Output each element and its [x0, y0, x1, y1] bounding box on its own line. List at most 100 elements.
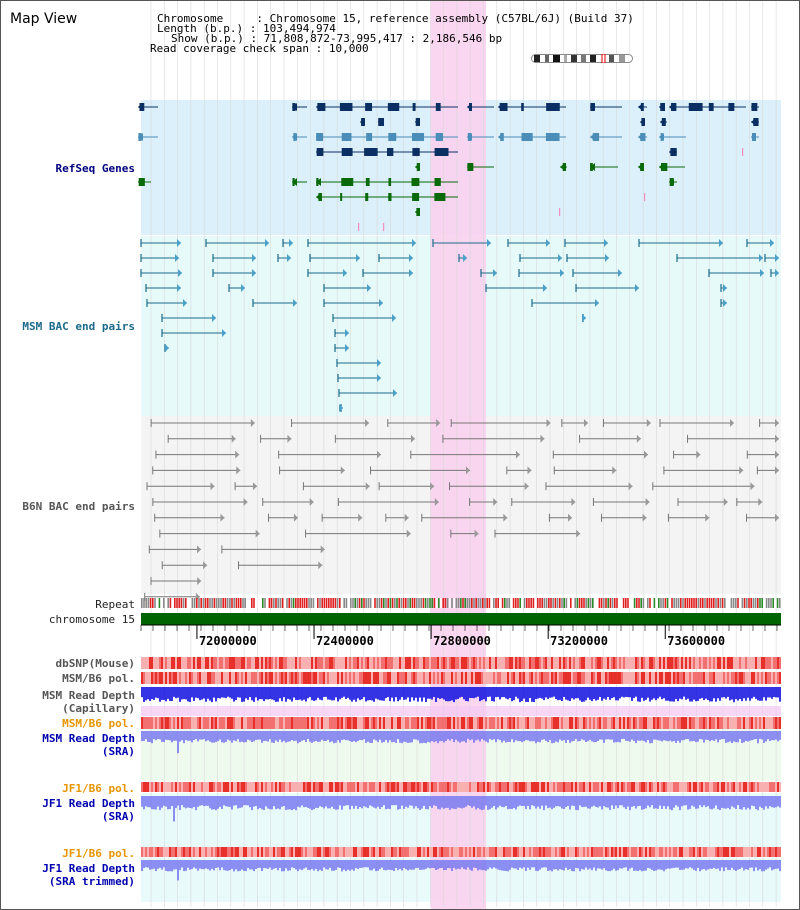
msm-b6-pol-2-bin [285, 717, 287, 729]
track-label-dbsnp[interactable]: dbSNP(Mouse) [55, 657, 135, 670]
jf1-trimmed-depth-bin [523, 860, 525, 868]
gene-strand-arrow [292, 133, 297, 141]
repeat-element [561, 598, 563, 608]
jf1-trimmed-depth-bin [229, 860, 231, 871]
jf1-b6-pol-2-bin [309, 847, 311, 857]
msm-b6-pol-bin [691, 672, 693, 684]
jf1-sra-depth-bin [617, 796, 619, 809]
msm-capillary-depth-bin [217, 687, 219, 699]
jf1-b6-pol-bin [391, 782, 393, 792]
repeat-element [666, 598, 669, 608]
msm-b6-pol-2-bin [287, 717, 289, 729]
jf1-b6-pol-2-bin [607, 847, 609, 857]
jf1-sra-depth-bin [149, 796, 151, 808]
track-label-refseq[interactable]: RefSeq Genes [55, 162, 135, 175]
msm-b6-pol-bin [527, 672, 529, 684]
dbsnp-bin [601, 657, 603, 669]
msm-capillary-depth-lower-bin [463, 706, 465, 716]
msm-b6-pol-bin [627, 672, 629, 684]
jf1-trimmed-depth-bin [329, 860, 331, 868]
msm-capillary-depth-lower-bin [577, 706, 579, 716]
msm-capillary-depth-lower-bin [431, 706, 433, 716]
dbsnp-bin [685, 657, 687, 669]
msm-b6-pol-2-bin [213, 717, 215, 729]
jf1-sra-depth-bin [623, 796, 625, 808]
msm-sra-depth-bin [253, 731, 255, 742]
repeat-element [409, 598, 411, 608]
axis-tick-label: 73600000 [667, 634, 725, 648]
msm-capillary-depth-bin [575, 687, 577, 699]
jf1-sra-depth-bin [349, 796, 351, 810]
track-label-jf1-b6-pol-2[interactable]: JF1/B6 pol. [62, 847, 135, 860]
jf1-b6-pol-2-bin [383, 847, 385, 857]
track-label-msm-b6-pol[interactable]: MSM/B6 pol. [62, 672, 135, 685]
dbsnp-bin [599, 657, 601, 669]
jf1-trimmed-depth-bin [715, 860, 717, 869]
msm-capillary-depth-lower-bin [589, 706, 591, 716]
jf1-trimmed-depth-bin [375, 860, 377, 872]
msm-b6-pol-2-bin [725, 717, 727, 729]
track-label-msm-bac[interactable]: MSM BAC end pairs [22, 320, 135, 333]
msm-capillary-depth-bin [143, 687, 145, 702]
msm-b6-pol-bin [605, 672, 607, 684]
msm-b6-pol-bin [497, 672, 499, 684]
gene-strand-arrow [316, 133, 321, 141]
jf1-sra-depth-bin [745, 796, 747, 810]
msm-b6-pol-2-bin [577, 717, 579, 729]
dbsnp-bin [613, 657, 615, 669]
jf1-b6-pol-2-bin [331, 847, 333, 857]
msm-b6-pol-2-bin [701, 717, 703, 729]
jf1-b6-pol-2-bin [155, 847, 157, 857]
jf1-b6-pol-2-bin [197, 847, 199, 857]
jf1-sra-depth-bin [621, 796, 623, 806]
jf1-sra-depth-bin [259, 796, 261, 808]
jf1-trimmed-depth-bin [419, 860, 421, 870]
jf1-b6-pol-2-bin [503, 847, 505, 857]
repeat-element [664, 598, 667, 608]
jf1-b6-pol-bin [259, 782, 261, 792]
msm-b6-pol-bin [297, 672, 299, 684]
msm-sra-depth-bin [651, 731, 653, 744]
track-label-jf1-read-depth[interactable]: JF1 Read Depth (SRA) [11, 797, 135, 823]
jf1-trimmed-depth-bin [299, 860, 301, 870]
msm-b6-pol-2-bin [261, 717, 263, 729]
jf1-b6-pol-bin [635, 782, 637, 792]
jf1-sra-depth-bin [551, 796, 553, 810]
msm-capillary-depth-lower-bin [159, 706, 161, 716]
msm-capillary-depth-bin [313, 687, 315, 701]
jf1-trimmed-depth-bin [629, 860, 631, 869]
msm-b6-pol-bin [211, 672, 213, 684]
jf1-trimmed-depth-bin [513, 860, 515, 869]
msm-b6-pol-bin [695, 672, 697, 684]
msm-capillary-depth-lower-bin [147, 706, 149, 716]
jf1-b6-pol-bin [215, 782, 217, 792]
track-label-msm-read-depth-capillary[interactable]: MSM Read Depth (Capillary) [11, 689, 135, 715]
chromosome-ideogram[interactable] [531, 54, 633, 63]
track-label-jf1-read-depth-trimmed[interactable]: JF1 Read Depth (SRA trimmed) [11, 862, 135, 888]
jf1-b6-pol-2-bin [513, 847, 515, 857]
msm-b6-pol-bin [145, 672, 147, 684]
track-label-repeat[interactable]: Repeat [95, 598, 135, 611]
b6n-bac-end-right [253, 482, 258, 491]
msm-capillary-depth-bin [321, 687, 323, 701]
track-label-msm-b6-pol-2[interactable]: MSM/B6 pol. [62, 717, 135, 730]
jf1-b6-pol-bin [455, 782, 457, 792]
msm-sra-depth-bin [759, 731, 761, 739]
jf1-b6-pol-bin [645, 782, 647, 792]
dbsnp-bin [763, 657, 765, 669]
repeat-element [504, 598, 506, 608]
msm-capillary-depth-lower-bin [341, 706, 343, 716]
track-label-msm-read-depth-sra[interactable]: MSM Read Depth (SRA) [11, 732, 135, 758]
msm-capillary-depth-bin [283, 687, 285, 698]
jf1-b6-pol-bin [731, 782, 733, 792]
jf1-trimmed-depth-bin [533, 860, 535, 868]
jf1-sra-depth-bin [405, 796, 407, 807]
track-label-jf1-b6-pol[interactable]: JF1/B6 pol. [62, 782, 135, 795]
jf1-b6-pol-2-bin [323, 847, 325, 857]
jf1-trimmed-depth-bin [663, 860, 665, 872]
msm-capillary-depth-bin [273, 687, 275, 701]
jf1-trimmed-depth-bin [203, 860, 205, 870]
msm-capillary-depth-lower-bin [777, 706, 779, 716]
track-label-b6n-bac[interactable]: B6N BAC end pairs [22, 500, 135, 513]
jf1-b6-pol-2-bin [679, 847, 681, 857]
